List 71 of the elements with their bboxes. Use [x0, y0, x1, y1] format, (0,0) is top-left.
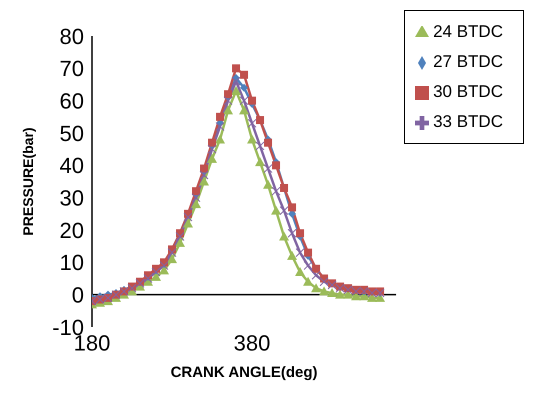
point — [207, 154, 218, 163]
point — [304, 248, 312, 257]
point — [223, 105, 234, 114]
y-tick-label: 20 — [60, 218, 84, 243]
point — [192, 193, 201, 202]
point — [264, 164, 273, 174]
point — [160, 261, 169, 270]
point — [168, 248, 177, 258]
legend-label: 33 BTDC — [433, 112, 503, 131]
y-axis-title: PRESSURE(bar) — [20, 127, 36, 236]
point — [248, 96, 256, 105]
point — [216, 112, 224, 121]
point — [272, 186, 281, 196]
point — [335, 290, 346, 299]
legend-label: 24 BTDC — [433, 22, 503, 41]
point — [152, 268, 161, 277]
y-tick-label: 60 — [60, 88, 84, 114]
point — [199, 176, 210, 186]
point — [256, 141, 265, 150]
point — [319, 286, 330, 296]
legend-label: 27 BTDC — [433, 52, 503, 71]
point — [288, 203, 296, 212]
point — [240, 96, 249, 106]
point — [224, 96, 233, 106]
x-axis-title: CRANK ANGLE(deg) — [170, 364, 318, 381]
point — [279, 231, 290, 240]
point — [295, 267, 306, 276]
point — [303, 276, 314, 286]
point — [288, 228, 297, 238]
point — [240, 70, 248, 79]
point — [247, 134, 258, 144]
point — [224, 90, 232, 98]
point — [183, 218, 194, 228]
point — [208, 138, 216, 147]
point — [216, 122, 225, 132]
point — [176, 232, 185, 241]
y-tick-label: 80 — [60, 24, 84, 49]
x-tick-label: 380 — [234, 330, 270, 356]
point — [239, 105, 250, 114]
point — [296, 229, 304, 238]
point — [248, 118, 257, 128]
point — [255, 157, 266, 166]
y-tick-label: 10 — [60, 250, 84, 276]
point — [232, 76, 241, 86]
point — [167, 254, 178, 264]
point — [264, 138, 272, 147]
point — [320, 277, 329, 286]
point — [327, 288, 338, 298]
point — [263, 180, 274, 189]
point — [200, 164, 208, 173]
point — [184, 212, 193, 222]
point — [240, 84, 248, 92]
y-tick-label: 30 — [60, 185, 84, 210]
point — [200, 170, 209, 180]
point — [208, 144, 217, 154]
y-tick-label: 50 — [60, 120, 84, 146]
point — [191, 199, 202, 208]
point — [280, 206, 289, 216]
point — [215, 134, 226, 144]
point — [311, 283, 322, 292]
point — [192, 187, 200, 196]
point — [175, 238, 186, 247]
y-tick-label: 70 — [60, 56, 84, 82]
point — [271, 206, 282, 215]
point — [232, 64, 240, 72]
y-tick-label: 40 — [60, 153, 84, 178]
y-tick-label: 0 — [72, 282, 84, 308]
point — [272, 161, 280, 170]
point — [231, 86, 242, 95]
legend-label: 30 BTDC — [433, 82, 503, 101]
point — [287, 250, 298, 260]
